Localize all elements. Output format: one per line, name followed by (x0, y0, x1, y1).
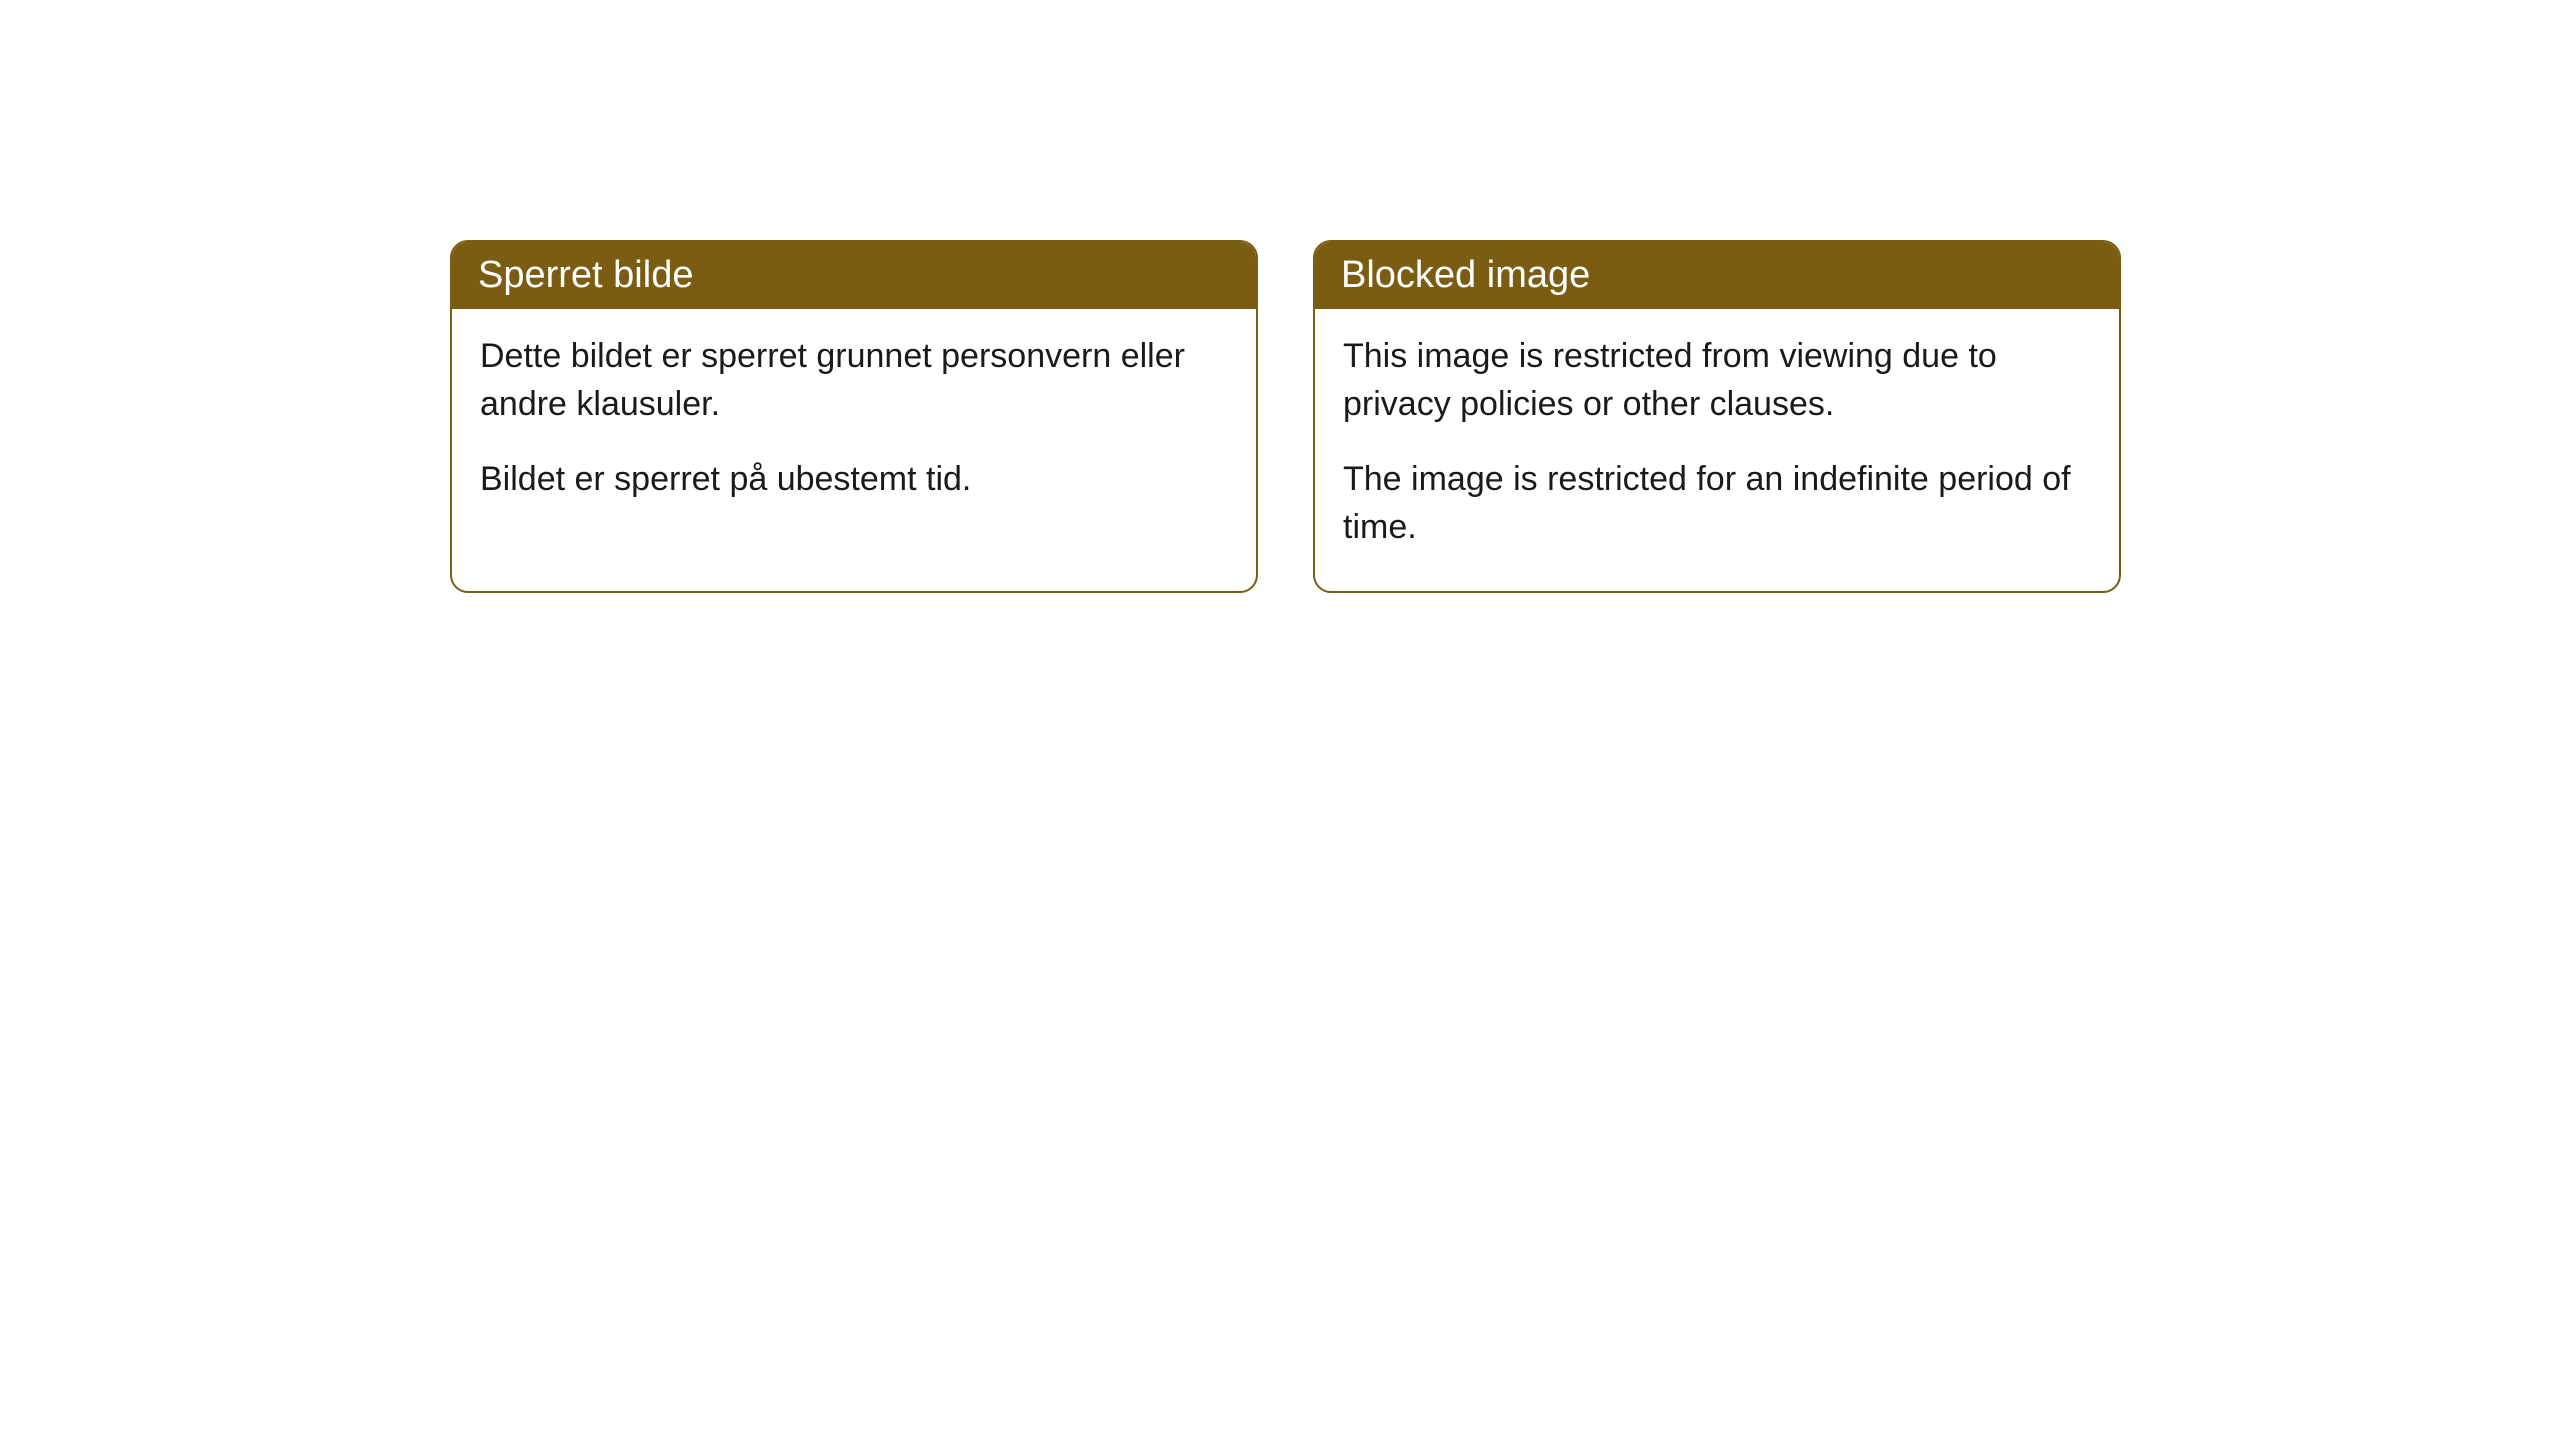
card-body-norwegian: Dette bildet er sperret grunnet personve… (452, 309, 1256, 544)
notice-cards-container: Sperret bilde Dette bildet er sperret gr… (450, 240, 2121, 593)
card-title: Sperret bilde (478, 254, 693, 296)
card-title: Blocked image (1341, 254, 1590, 296)
card-paragraph: This image is restricted from viewing du… (1343, 333, 2091, 428)
card-body-english: This image is restricted from viewing du… (1315, 309, 2119, 591)
card-paragraph: Bildet er sperret på ubestemt tid. (480, 456, 1228, 504)
card-header-norwegian: Sperret bilde (452, 242, 1256, 309)
blocked-image-card-english: Blocked image This image is restricted f… (1313, 240, 2121, 593)
card-header-english: Blocked image (1315, 242, 2119, 309)
blocked-image-card-norwegian: Sperret bilde Dette bildet er sperret gr… (450, 240, 1258, 593)
card-paragraph: Dette bildet er sperret grunnet personve… (480, 333, 1228, 428)
card-paragraph: The image is restricted for an indefinit… (1343, 456, 2091, 551)
